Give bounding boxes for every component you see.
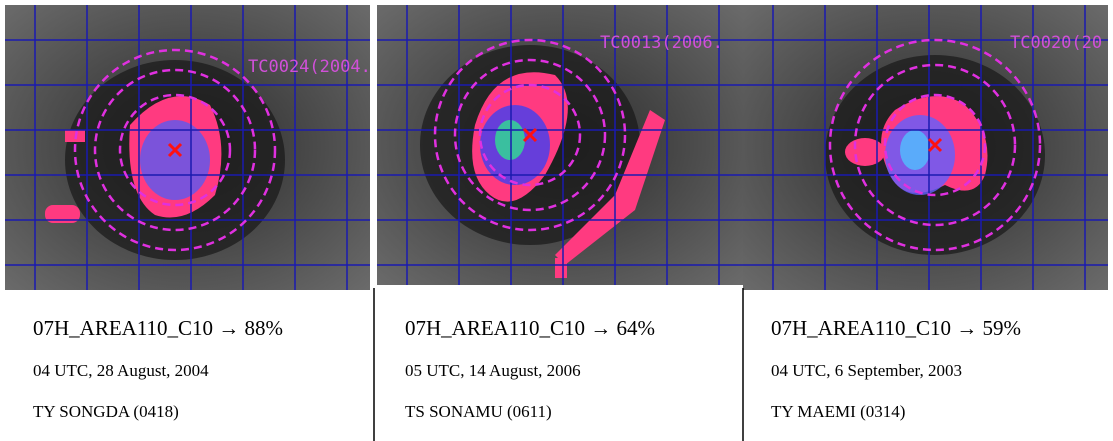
cloud-core xyxy=(140,120,210,200)
dashed-circle xyxy=(433,38,627,232)
satellite-image: TC0013(2006. xyxy=(377,5,743,285)
dashed-circle xyxy=(118,93,232,207)
caption-storm: TS SONAMU (0611) xyxy=(405,402,552,421)
overlay-label: TC0013(2006. xyxy=(600,33,723,53)
caption-time: 04 UTC, 28 August, 2004 xyxy=(33,361,209,380)
caption-time: 05 UTC, 14 August, 2006 xyxy=(405,361,581,380)
dashed-circle xyxy=(853,63,1017,227)
satellite-image: TC0024(2004.( xyxy=(5,5,381,290)
center-mark xyxy=(927,137,943,153)
cloud-core xyxy=(495,120,525,160)
caption-title: 07H_AREA110_C10 → 88% xyxy=(33,316,283,340)
center-mark xyxy=(167,142,183,158)
caption-title: 07H_AREA110_C10 → 64% xyxy=(405,316,655,340)
cloud-blob xyxy=(555,110,665,265)
caption-title: 07H_AREA110_C10 → 59% xyxy=(771,316,1021,340)
dashed-circle xyxy=(478,83,582,187)
dashed-circle xyxy=(73,48,277,252)
caption-time: 04 UTC, 6 September, 2003 xyxy=(771,361,962,380)
cloud-blob xyxy=(45,205,80,223)
cloud-blob xyxy=(555,258,567,278)
cloud-blob xyxy=(845,138,885,166)
satellite-image: TC0020(20 xyxy=(743,5,1108,290)
dashed-circle xyxy=(828,38,1042,252)
overlay-label: TC0020(20 xyxy=(1010,33,1102,53)
overlay-label: TC0024(2004.( xyxy=(248,57,381,77)
caption-storm: TY SONGDA (0418) xyxy=(33,402,179,421)
caption-storm: TY MAEMI (0314) xyxy=(771,402,905,421)
cloud-core xyxy=(900,130,930,170)
dashed-circle xyxy=(93,68,257,232)
dashed-circle xyxy=(883,93,987,197)
center-mark xyxy=(522,127,538,143)
dashed-circle xyxy=(453,58,607,212)
